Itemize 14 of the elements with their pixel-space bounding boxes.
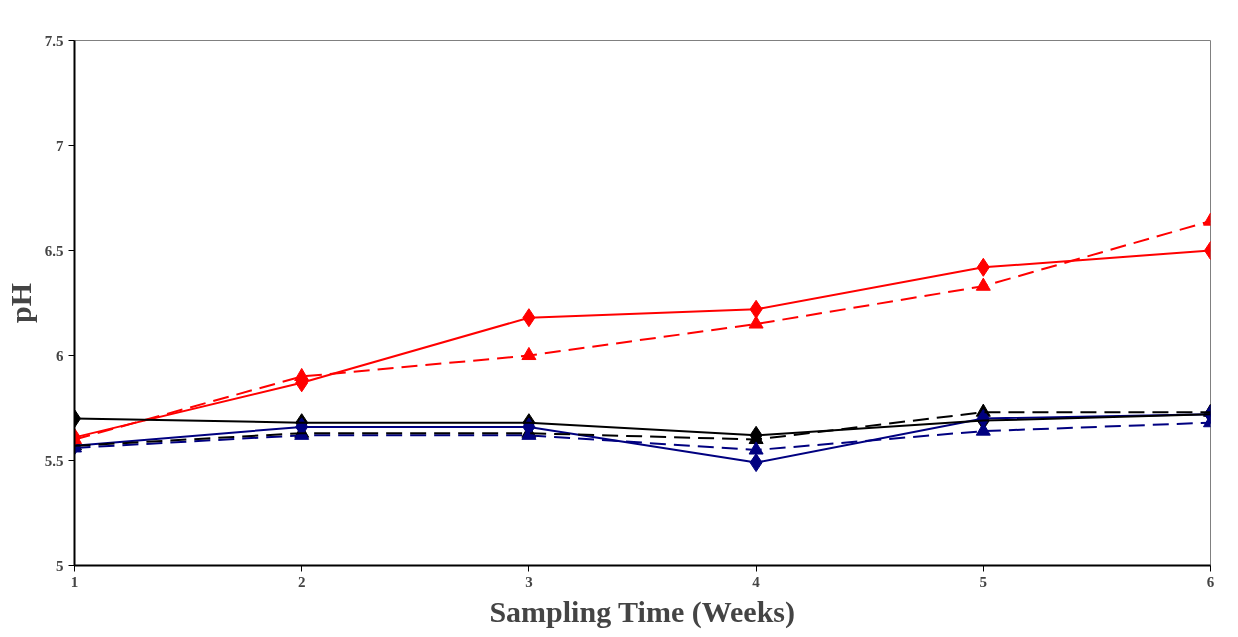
y-tick-label: 6.5	[44, 242, 64, 259]
y-tick-label: 7.5	[44, 32, 64, 49]
y-axis-title: pH	[3, 282, 37, 324]
x-tick-label: 3	[525, 573, 533, 590]
x-tick-label: 5	[979, 573, 988, 590]
x-tick-label: 1	[70, 573, 79, 590]
x-tick-label: 6	[1206, 573, 1215, 590]
x-tick-label: 2	[297, 573, 306, 590]
x-tick-label: 4	[752, 573, 761, 590]
y-tick-label: 5	[56, 557, 64, 574]
x-axis-title: Sampling Time (Weeks)	[489, 594, 796, 629]
y-tick-label: 7	[56, 137, 64, 154]
y-tick-label: 6	[56, 347, 64, 364]
y-tick-label: 5.5	[44, 452, 64, 469]
